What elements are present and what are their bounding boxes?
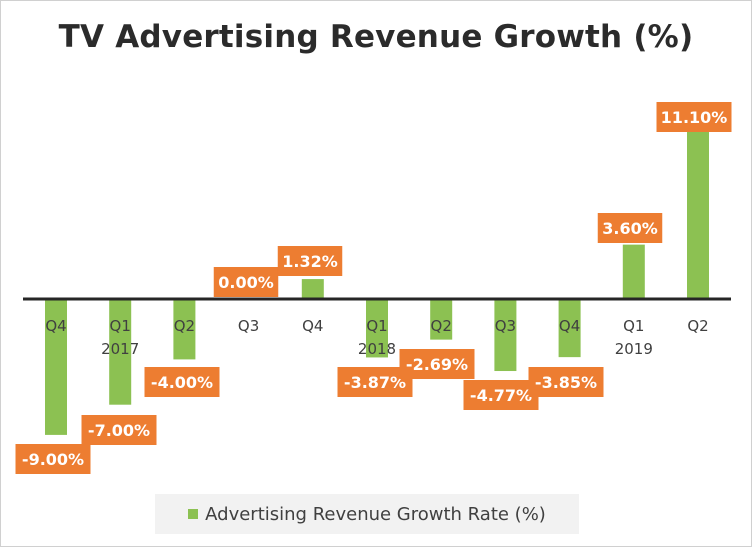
x-tick-label: Q1 — [110, 317, 131, 335]
data-label-box — [463, 380, 539, 410]
data-label-7: -4.77% — [463, 380, 539, 410]
x-tick-label: Q2 — [174, 317, 195, 335]
data-label-text: -3.87% — [344, 373, 406, 392]
data-label-text: -4.00% — [151, 373, 213, 392]
x-tick-label: Q2 — [431, 317, 452, 335]
bar-9 — [622, 244, 645, 299]
data-label-box — [399, 349, 475, 379]
bars-layer — [45, 131, 709, 435]
legend-swatch — [188, 509, 199, 519]
ticks-layer: Q4 Q1 2017 Q2 Q3 Q4 Q1 2018 Q2 Q3 Q4 Q1 2019 Q2 — [45, 317, 708, 358]
data-label-0: -9.00% — [15, 444, 91, 474]
legend: Advertising Revenue Growth Rate (%) — [155, 494, 579, 534]
bar-7 — [494, 299, 517, 372]
data-label-box — [528, 367, 604, 397]
bar-5 — [366, 299, 388, 358]
data-label-5: -3.87% — [337, 367, 413, 397]
x-tick-label: Q3 — [238, 317, 259, 335]
bar-2 — [173, 299, 196, 360]
data-label-box — [656, 102, 732, 132]
data-label-text: 3.60% — [602, 219, 658, 238]
data-label-text: -2.69% — [406, 355, 468, 374]
data-label-box — [144, 367, 220, 397]
bar-0 — [45, 299, 67, 435]
data-label-text: 11.10% — [661, 108, 728, 127]
data-label-box — [15, 444, 91, 474]
x-tick-label: Q4 — [559, 317, 580, 335]
data-label-text: -9.00% — [22, 450, 84, 469]
data-label-2: -4.00% — [144, 367, 220, 397]
data-label-box — [81, 415, 157, 445]
bar-6 — [430, 299, 453, 340]
x-tick-label: Q4 — [302, 317, 323, 335]
data-label-box — [597, 213, 663, 243]
data-label-10: 11.10% — [656, 102, 732, 132]
data-label-box — [277, 246, 343, 276]
data-label-3: 0.00% — [213, 267, 279, 297]
x-tick-label: Q2 — [687, 317, 708, 335]
bar-10 — [687, 131, 709, 299]
x-year-label: 2017 — [101, 340, 139, 358]
x-tick-label: Q1 — [623, 317, 644, 335]
x-tick-label: Q3 — [495, 317, 516, 335]
data-label-1: -7.00% — [81, 415, 157, 445]
data-label-8: -3.85% — [528, 367, 604, 397]
bar-8 — [558, 299, 581, 358]
bar-1 — [109, 299, 132, 405]
x-tick-label: Q1 — [366, 317, 387, 335]
x-tick-label: Q4 — [45, 317, 66, 335]
data-label-text: -4.77% — [470, 386, 532, 405]
data-label-text: -3.85% — [535, 373, 597, 392]
chart-title: TV Advertising Revenue Growth (%) — [58, 19, 694, 55]
data-label-4: 1.32% — [277, 246, 343, 276]
data-label-9: 3.60% — [597, 213, 663, 243]
x-year-label: 2019 — [615, 340, 653, 358]
data-label-text: 1.32% — [282, 252, 338, 271]
legend-label: Advertising Revenue Growth Rate (%) — [205, 503, 546, 525]
data-label-text: -7.00% — [88, 421, 150, 440]
bar-4 — [301, 279, 324, 299]
data-label-box — [213, 267, 279, 297]
data-label-text: 0.00% — [218, 273, 274, 292]
x-year-label: 2018 — [358, 340, 396, 358]
data-label-6: -2.69% — [399, 349, 475, 379]
data-labels-layer: -9.00%-7.00% -4.00% 0.00% 1.32% -3.87%-2.69%… — [15, 102, 732, 474]
